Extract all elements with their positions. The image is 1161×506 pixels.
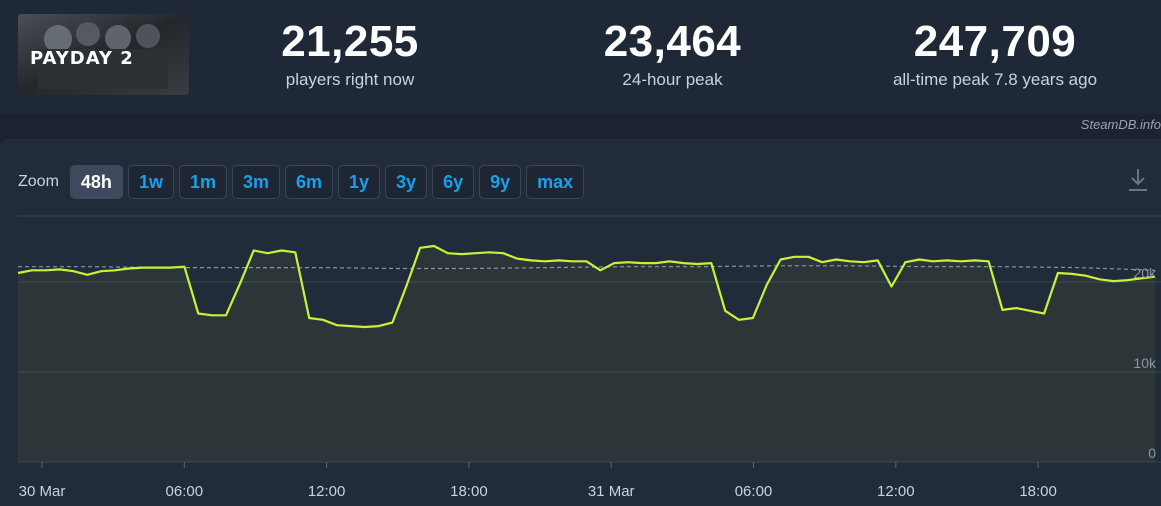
x-tick-label: 12:00	[877, 483, 915, 500]
y-tick-label: 0	[1148, 445, 1156, 461]
chart-panel	[0, 139, 1161, 506]
chart-gridlines	[18, 215, 1161, 463]
zoom-bar: Zoom 48h 1w 1m 3m 6m 1y 3y 6y 9y max	[18, 164, 585, 200]
zoom-6m-button[interactable]: 6m	[284, 165, 333, 199]
all-time-peak-stat: 247,709 all-time peak 7.8 years ago	[870, 20, 1120, 90]
x-tick-label: 06:00	[166, 483, 204, 500]
x-tick-label: 12:00	[308, 483, 346, 500]
x-axis-ticks: 30 Mar 06:00 12:00 18:00 31 Mar 06:00 12:00 18:…	[19, 462, 1057, 500]
zoom-48h-button[interactable]: 48h	[69, 165, 123, 199]
players-now-value: 21,255	[281, 17, 419, 66]
header: PAYDAY 2 21,255 players right now 23,464…	[0, 0, 1161, 114]
game-banner-image[interactable]: PAYDAY 2	[18, 14, 189, 95]
players-now-label: players right now	[285, 70, 415, 89]
zoom-6y-button[interactable]: 6y	[432, 165, 475, 199]
player-count-chart: 0 10k 20k 30 Mar 06:00 12:00 18:00 31 Mar 06:00…	[17, 215, 1161, 500]
all-time-peak-label: all-time peak 7.8 years ago	[892, 70, 1098, 89]
zoom-1y-button[interactable]: 1y	[338, 165, 381, 199]
players-line	[17, 244, 1156, 329]
x-tick-label: 18:00	[450, 483, 488, 500]
players-now-stat: 21,255 players right now	[270, 20, 430, 90]
zoom-3y-button[interactable]: 3y	[385, 165, 428, 199]
peak-24h-value: 23,464	[603, 17, 742, 66]
banner-art-icon	[18, 14, 189, 95]
steamdb-credit[interactable]: SteamDB.info	[1080, 117, 1161, 132]
x-tick-label: 18:00	[1019, 483, 1057, 500]
x-tick-label: 31 Mar	[588, 483, 635, 500]
zoom-max-button[interactable]: max	[526, 165, 585, 199]
zoom-1w-button[interactable]: 1w	[127, 165, 174, 199]
peak-24h-label: 24-hour peak	[622, 70, 723, 89]
y-tick-label: 10k	[1133, 355, 1157, 371]
average-line	[18, 265, 1156, 271]
zoom-3m-button[interactable]: 3m	[231, 165, 280, 199]
zoom-1m-button[interactable]: 1m	[178, 165, 227, 199]
all-time-peak-value: 247,709	[913, 17, 1077, 66]
y-tick-label: 20k	[1133, 265, 1157, 281]
download-icon[interactable]	[1127, 167, 1149, 193]
game-logo: PAYDAY 2	[30, 48, 134, 69]
x-tick-label: 30 Mar	[19, 483, 66, 500]
zoom-9y-button[interactable]: 9y	[479, 165, 522, 199]
y-axis-ticks: 0 10k 20k	[1133, 265, 1157, 461]
players-area	[18, 246, 1155, 462]
peak-24h-stat: 23,464 24-hour peak	[585, 20, 760, 90]
zoom-label: Zoom	[18, 173, 59, 190]
x-tick-label: 06:00	[735, 483, 773, 500]
